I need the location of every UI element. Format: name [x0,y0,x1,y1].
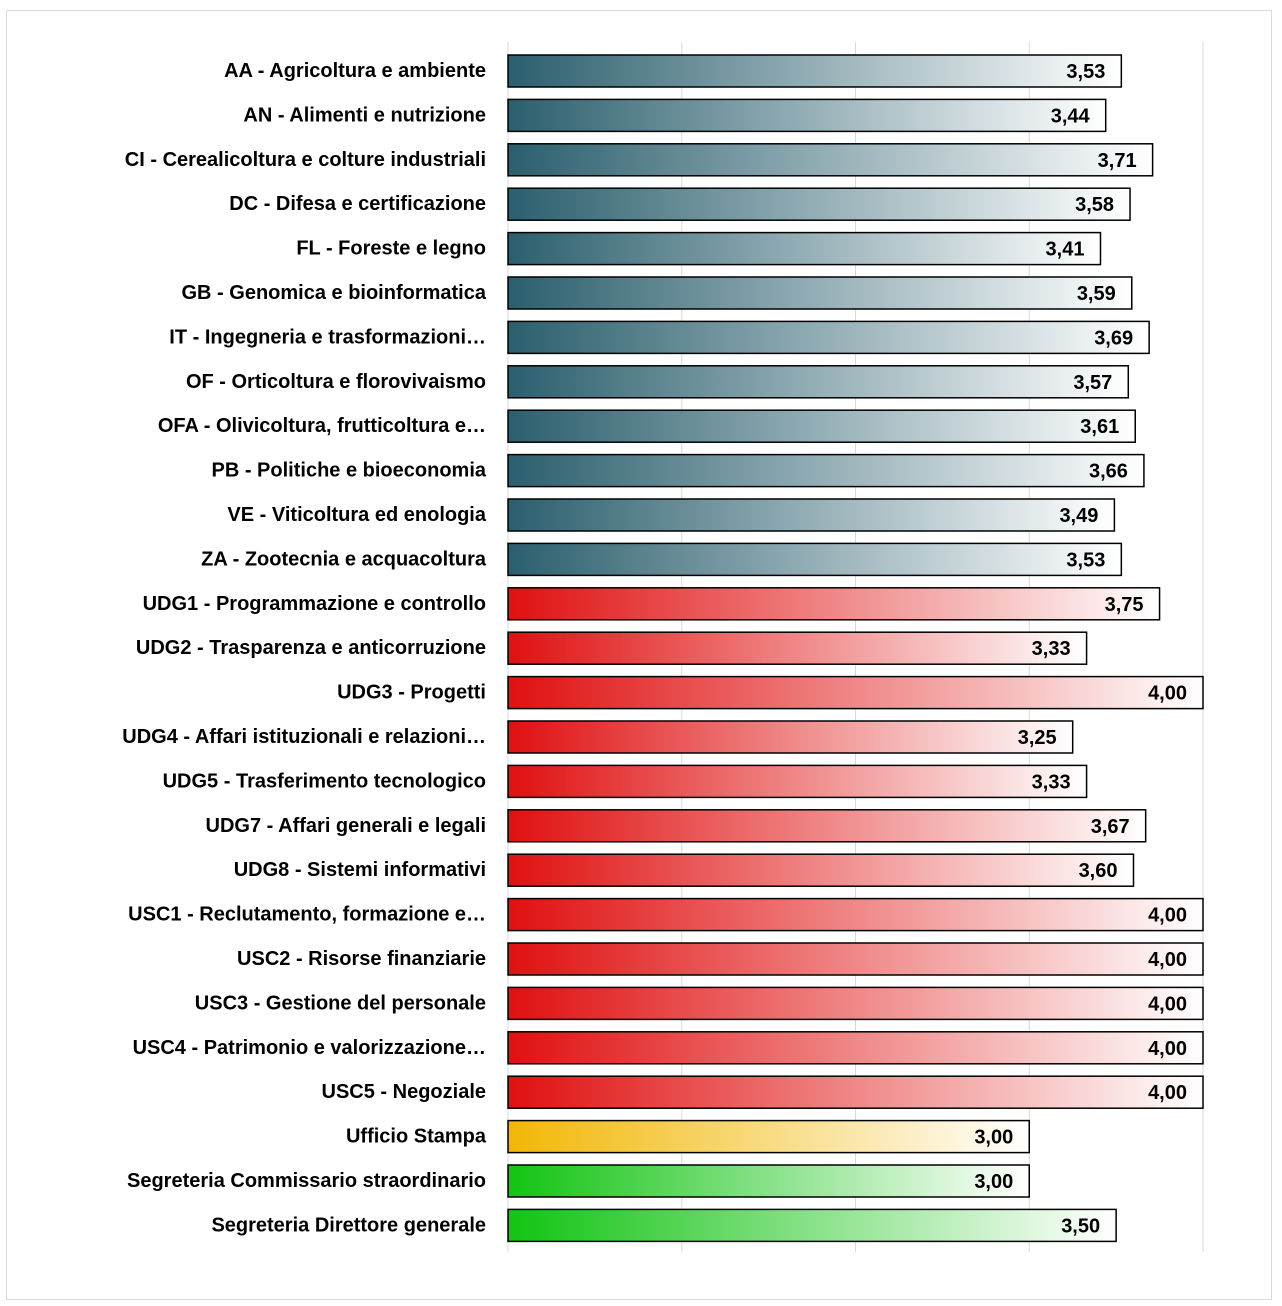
category-labels: AA - Agricoltura e ambiente AN - Alimenti… [122,60,487,1236]
category-label: UDG8 - Sistemi informativi [234,859,486,881]
value-label: 3,25 [1018,727,1057,749]
value-label: 3,61 [1080,416,1119,438]
category-label: VE - Viticoltura ed enologia [227,504,486,526]
value-label: 4,00 [1148,949,1187,971]
category-label: OF - Orticoltura e florovivaismo [186,371,486,393]
value-label: 3,53 [1066,61,1105,83]
value-label: 3,44 [1051,105,1091,127]
category-label: UDG1 - Programmazione e controllo [143,593,486,615]
bar [507,764,1088,799]
bar [507,231,1102,266]
category-label: PB - Politiche e bioeconomia [212,460,487,482]
bar [507,1164,1030,1198]
value-label: 3,57 [1073,372,1112,394]
value-label: 3,75 [1105,594,1144,616]
category-label: CI - Cerealicoltura e colture industrial… [125,149,486,171]
value-label: 4,00 [1148,1082,1187,1104]
bar [507,897,1204,932]
bar [507,320,1150,355]
bar [507,98,1107,133]
bar [507,409,1136,443]
category-label: USC3 - Gestione del personale [195,992,486,1014]
category-label: AN - Alimenti e nutrizione [243,104,486,126]
value-label: 3,53 [1066,549,1105,571]
category-label: ZA - Zootecnia e acquacoltura [201,548,487,570]
bar [507,1031,1204,1065]
value-label: 3,00 [974,1171,1013,1193]
category-label: USC2 - Risorse finanziarie [237,948,486,970]
value-label: 3,60 [1079,860,1118,882]
category-label: FL - Foreste e legno [296,238,486,260]
value-label: 3,00 [974,1127,1013,1149]
bar [507,143,1154,177]
value-label: 3,41 [1046,239,1085,261]
category-label: UDG7 - Affari generali e legali [206,815,486,837]
category-label: Segreteria Commissario straordinario [127,1170,486,1192]
value-label: 3,58 [1075,194,1114,216]
bar [507,54,1123,88]
value-label: 4,00 [1148,683,1187,705]
category-label: Ufficio Stampa [346,1126,487,1148]
category-label: IT - Ingegneria e trasformazioni… [169,326,486,348]
bar [507,986,1204,1021]
category-label: GB - Genomica e bioinformatica [181,282,486,304]
bar [507,498,1116,532]
value-label: 3,33 [1032,771,1071,793]
value-label: 3,49 [1059,505,1098,527]
category-label: USC5 - Negoziale [322,1081,486,1103]
category-label: UDG2 - Trasparenza e anticorruzione [136,637,486,659]
category-label: Segreteria Direttore generale [211,1214,486,1236]
bar [507,542,1123,577]
category-label: UDG5 - Trasferimento tecnologico [163,770,486,792]
value-label: 3,67 [1091,816,1130,838]
bars: 3,53 3,44 3,71 3,58 3,41 3,59 3,69 3,57 3,61 3,66… [507,54,1204,1243]
value-label: 3,59 [1077,283,1116,305]
bar [507,187,1131,221]
bar [507,453,1145,488]
bar [507,675,1204,710]
value-label: 3,50 [1061,1215,1100,1237]
category-label: UDG3 - Progetti [337,682,486,704]
bar [507,1119,1030,1154]
bar [507,587,1161,621]
category-label: OFA - Olivicoltura, frutticoltura e… [158,415,486,437]
category-label: DC - Difesa e certificazione [229,193,486,215]
value-label: 3,66 [1089,461,1128,483]
bar [507,1208,1117,1243]
category-label: UDG4 - Affari istituzionali e relazioni… [122,726,486,748]
value-label: 4,00 [1148,905,1187,927]
bar [507,1075,1204,1109]
value-label: 3,71 [1098,150,1137,172]
value-label: 3,69 [1094,327,1133,349]
category-label: AA - Agricoltura e ambiente [224,60,486,82]
bar [507,809,1147,843]
value-label: 4,00 [1148,1038,1187,1060]
bar [507,365,1130,399]
value-label: 3,33 [1032,638,1071,660]
category-label: USC4 - Patrimonio e valorizzazione… [133,1037,486,1059]
bar [507,276,1133,310]
bar [507,853,1135,887]
category-label: USC1 - Reclutamento, formazione e… [128,904,486,926]
value-label: 4,00 [1148,993,1187,1015]
bar [507,631,1088,665]
bar [507,942,1204,976]
bar [507,720,1074,754]
